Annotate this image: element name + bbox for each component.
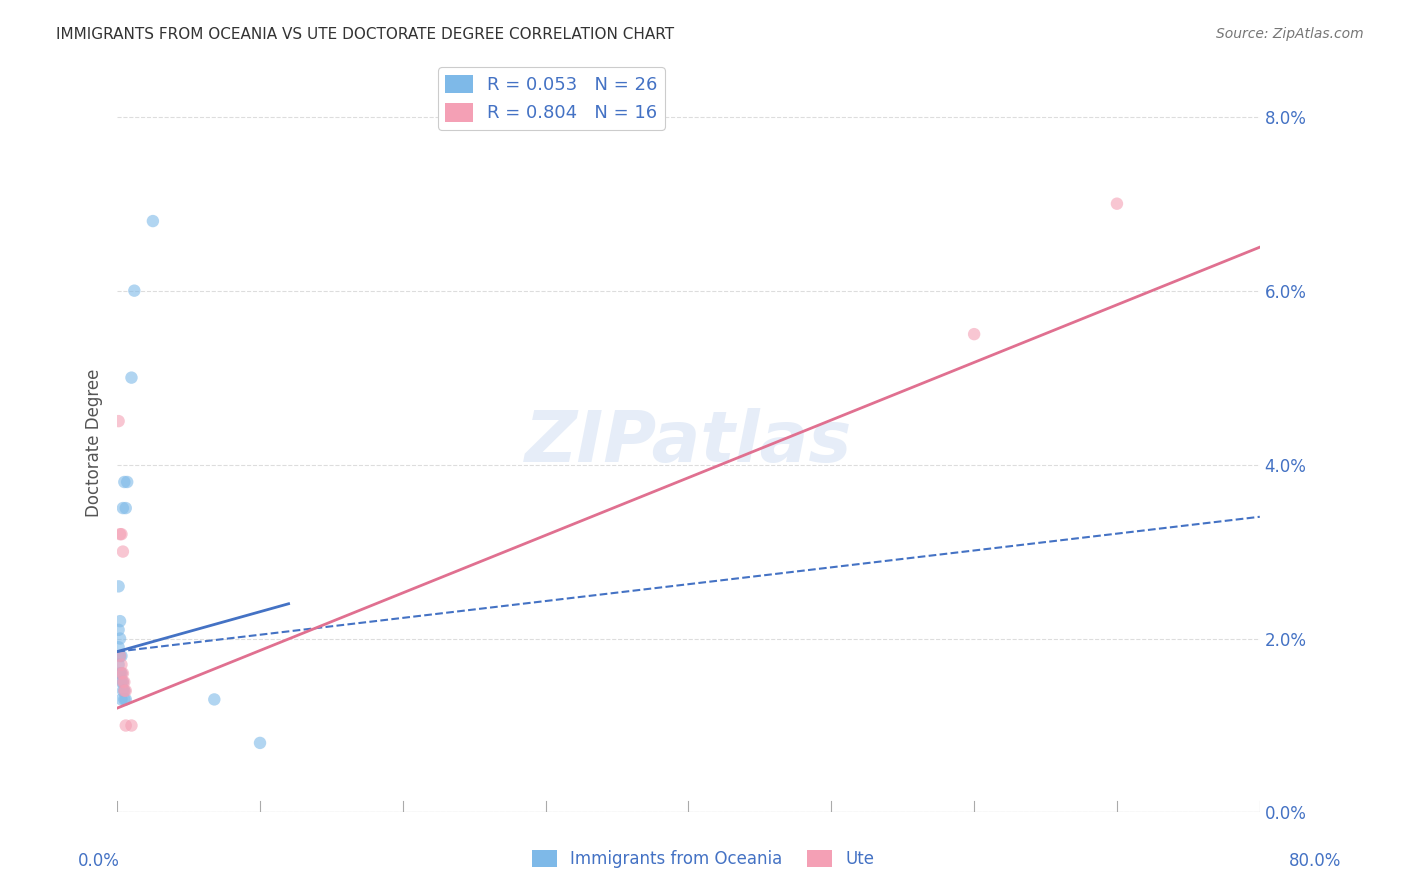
Point <box>110 666 132 681</box>
Point <box>115 475 138 489</box>
Point <box>108 527 131 541</box>
Text: 80.0%: 80.0% <box>1288 852 1341 870</box>
Text: Source: ZipAtlas.com: Source: ZipAtlas.com <box>1216 27 1364 41</box>
Point <box>111 675 134 690</box>
Point <box>107 657 129 672</box>
Point <box>111 675 134 690</box>
Point <box>114 718 136 732</box>
Point <box>114 501 136 516</box>
Point <box>108 648 131 663</box>
Point <box>114 692 136 706</box>
Point <box>249 736 271 750</box>
Point <box>124 284 146 298</box>
Point <box>107 414 129 428</box>
Point <box>108 614 131 628</box>
Text: 0.0%: 0.0% <box>77 852 120 870</box>
Point <box>107 640 129 655</box>
Y-axis label: Doctorate Degree: Doctorate Degree <box>86 368 103 517</box>
Point <box>108 666 131 681</box>
Point <box>112 675 135 690</box>
Point <box>110 657 132 672</box>
Point <box>107 623 129 637</box>
Point <box>112 683 135 698</box>
Point <box>111 544 134 558</box>
Legend: R = 0.053   N = 26, R = 0.804   N = 16: R = 0.053 N = 26, R = 0.804 N = 16 <box>439 68 665 129</box>
Point <box>202 692 225 706</box>
Point <box>110 648 132 663</box>
Point <box>121 718 143 732</box>
Point <box>112 475 135 489</box>
Point <box>1105 196 1128 211</box>
Point <box>112 692 135 706</box>
Point <box>110 675 132 690</box>
Point <box>963 327 986 342</box>
Point <box>111 666 134 681</box>
Point <box>112 683 135 698</box>
Point <box>107 579 129 593</box>
Point <box>111 683 134 698</box>
Point <box>110 692 132 706</box>
Text: IMMIGRANTS FROM OCEANIA VS UTE DOCTORATE DEGREE CORRELATION CHART: IMMIGRANTS FROM OCEANIA VS UTE DOCTORATE… <box>56 27 675 42</box>
Point <box>108 632 131 646</box>
Point <box>142 214 165 228</box>
Point <box>110 527 132 541</box>
Point <box>114 683 136 698</box>
Point <box>110 666 132 681</box>
Legend: Immigrants from Oceania, Ute: Immigrants from Oceania, Ute <box>524 843 882 875</box>
Point <box>108 648 131 663</box>
Point <box>121 370 143 384</box>
Point <box>111 501 134 516</box>
Text: ZIPatlas: ZIPatlas <box>524 409 852 477</box>
